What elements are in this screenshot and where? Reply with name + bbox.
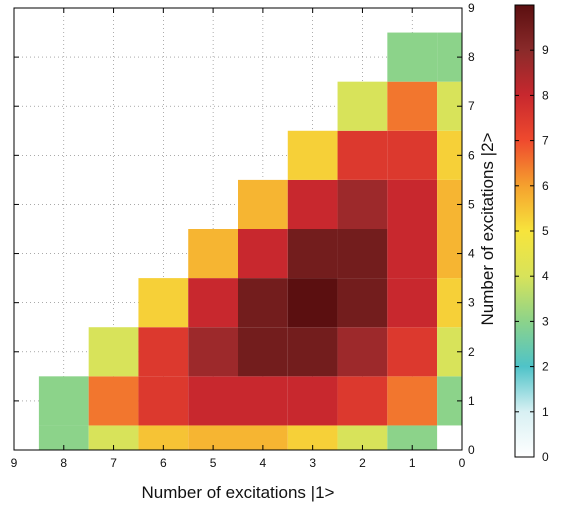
colorbar-tick-label: 7 xyxy=(542,134,549,148)
colorbar-tick-label: 2 xyxy=(542,360,549,374)
heatmap-cell xyxy=(188,327,238,377)
heatmap-cell xyxy=(188,229,238,279)
heatmap-cell xyxy=(188,278,238,328)
colorbar-tick-label: 3 xyxy=(542,314,549,328)
y-tick-label: 2 xyxy=(468,345,475,359)
heatmap-cell xyxy=(387,130,438,180)
heatmap-cell xyxy=(138,327,189,377)
heatmap-cell xyxy=(337,278,388,328)
x-tick-label: 5 xyxy=(210,456,217,470)
heatmap-cell xyxy=(238,278,288,328)
colorbar-tick-label: 0 xyxy=(542,450,549,464)
heatmap-cell xyxy=(287,327,338,377)
plot-frame xyxy=(13,7,463,451)
colorbar-ticks: 0 1 2 3 4 5 6 7 8 9 xyxy=(515,43,549,464)
heatmap-cell xyxy=(287,179,338,229)
colorbar-tick-label: 5 xyxy=(542,224,549,238)
heatmap-cell xyxy=(238,376,288,426)
colorbar-tick-label: 4 xyxy=(542,269,549,283)
colorbar-tick-label: 6 xyxy=(542,179,549,193)
heatmap-cell xyxy=(238,179,288,229)
y-tick-label: 8 xyxy=(468,50,475,64)
y-tick-label: 6 xyxy=(468,148,475,162)
y-axis-ticks: 0 1 2 3 4 5 6 7 8 9 xyxy=(14,1,475,457)
heatmap-cell xyxy=(238,229,288,279)
heatmap-cell xyxy=(337,130,388,180)
heatmap-cell xyxy=(337,81,388,131)
x-tick-label: 0 xyxy=(459,456,466,470)
y-tick-label: 0 xyxy=(468,443,475,457)
heatmap-cell xyxy=(138,278,189,328)
y-tick-label: 1 xyxy=(468,394,475,408)
heatmap-cell xyxy=(188,376,238,426)
heatmap-cell xyxy=(387,81,438,131)
y-tick-label: 9 xyxy=(468,1,475,15)
heatmap-cell xyxy=(287,229,338,279)
heatmap-cell xyxy=(88,327,139,377)
heatmap-cell xyxy=(287,130,338,180)
x-tick-label: 1 xyxy=(409,456,416,470)
heatmap-cell xyxy=(387,229,438,279)
heatmap-cell xyxy=(287,278,338,328)
colorbar-tick-label: 1 xyxy=(542,405,549,419)
x-tick-label: 8 xyxy=(60,456,67,470)
x-tick-label: 2 xyxy=(359,456,366,470)
heatmap-cell xyxy=(337,376,388,426)
heatmap-cells xyxy=(38,32,462,450)
heatmap-cell xyxy=(387,278,438,328)
x-tick-label: 3 xyxy=(309,456,316,470)
heatmap-cell xyxy=(387,376,438,426)
x-axis-ticks: 9 8 7 6 5 4 3 2 1 0 xyxy=(11,8,466,470)
y-tick-label: 3 xyxy=(468,296,475,310)
heatmap-cell xyxy=(387,179,438,229)
y-tick-label: 7 xyxy=(468,99,475,113)
heatmap-cell xyxy=(38,376,89,426)
x-tick-label: 4 xyxy=(260,456,267,470)
heatmap-cell xyxy=(88,376,139,426)
heatmap-cell xyxy=(337,179,388,229)
heatmap-cell xyxy=(387,327,438,377)
heatmap-cell xyxy=(238,327,288,377)
y-tick-label: 4 xyxy=(468,247,475,261)
y-tick-label: 5 xyxy=(468,197,475,211)
heatmap-cell xyxy=(287,376,338,426)
heatmap-cell xyxy=(138,376,189,426)
x-tick-label: 6 xyxy=(160,456,167,470)
colorbar-tick-label: 8 xyxy=(542,88,549,102)
y-axis-label: Number of excitations |2> xyxy=(478,132,497,325)
x-axis-label: Number of excitations |1> xyxy=(142,483,335,502)
colorbar-tick-label: 9 xyxy=(542,43,549,57)
heatmap-cell xyxy=(387,32,438,82)
heatmap-cell xyxy=(337,327,388,377)
x-tick-label: 9 xyxy=(11,456,18,470)
x-tick-label: 7 xyxy=(110,456,117,470)
heatmap-cell xyxy=(337,229,388,279)
